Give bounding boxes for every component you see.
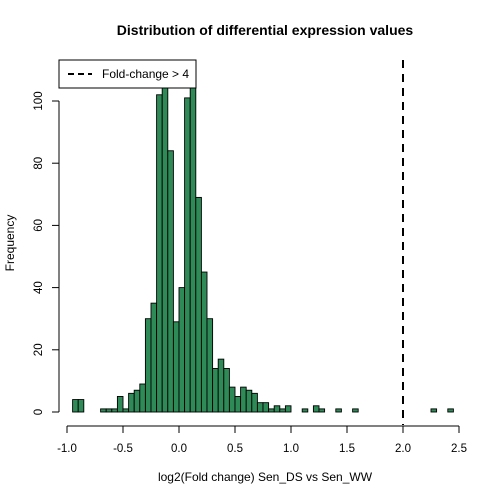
y-tick-label: 80	[33, 157, 45, 170]
histogram-bar	[217, 358, 225, 413]
histogram-bar	[273, 405, 281, 413]
histogram-bar	[335, 408, 342, 413]
histogram-bar	[161, 78, 169, 413]
histogram-bars	[72, 78, 454, 413]
histogram-bar	[318, 408, 326, 413]
legend-entry-label: Fold-change > 4	[102, 67, 189, 81]
histogram-bar	[430, 408, 438, 413]
y-axis: 0 20 40 60 80 100	[33, 91, 60, 415]
histogram-bar	[178, 287, 186, 413]
chart-title: Distribution of differential expression …	[117, 22, 414, 38]
histogram-bar	[184, 97, 191, 413]
histogram-bar	[150, 302, 158, 413]
histogram-bar	[77, 399, 85, 413]
histogram-bar	[256, 402, 264, 413]
histogram-bar	[189, 78, 197, 413]
histogram-bar	[447, 408, 454, 413]
histogram-bar	[279, 408, 286, 413]
histogram-bar	[268, 408, 275, 413]
histogram-bar	[195, 196, 202, 413]
histogram-bar	[167, 150, 174, 413]
histogram-bar	[200, 271, 208, 413]
x-tick-label: 0.5	[227, 443, 243, 455]
histogram-bar	[128, 392, 135, 413]
histogram-bar	[312, 405, 320, 413]
histogram-bar	[72, 399, 79, 413]
histogram-bar	[352, 408, 359, 413]
y-axis-label: Frequency	[3, 215, 17, 272]
histogram-bar	[223, 368, 230, 413]
histogram-bar	[116, 396, 124, 413]
histogram-bar	[133, 389, 141, 413]
x-tick-label: -0.5	[113, 443, 133, 455]
histogram-bar	[139, 383, 146, 413]
histogram-bar	[234, 396, 242, 413]
histogram-bar	[172, 321, 180, 413]
histogram-bar	[105, 408, 113, 413]
x-axis-label: log2(Fold change) Sen_DS vs Sen_WW	[158, 470, 373, 484]
x-tick-label: 1.5	[339, 443, 355, 455]
x-axis: -1.0 -0.5 0.0 0.5 1.0 1.5 2.0 2.5	[57, 425, 467, 455]
histogram-bar	[262, 402, 270, 413]
histogram-bar	[245, 389, 253, 413]
histogram-bar	[156, 94, 163, 413]
x-tick-label: 1.0	[283, 443, 299, 455]
x-tick-label: -1.0	[57, 443, 77, 455]
legend-box	[58, 59, 197, 89]
histogram-bar	[228, 386, 236, 413]
y-tick-label: 100	[33, 91, 45, 110]
x-tick-label: 2.0	[395, 443, 411, 455]
histogram-bar	[111, 408, 118, 413]
histogram-bar	[100, 408, 107, 413]
x-tick-label: 0.0	[171, 443, 187, 455]
histogram-bar	[301, 408, 309, 413]
histogram-bar	[144, 318, 152, 413]
histogram-bar	[251, 392, 258, 413]
histogram-bar	[206, 318, 214, 413]
y-tick-label: 0	[33, 409, 45, 415]
x-tick-label: 2.5	[451, 443, 467, 455]
histogram-bar	[122, 408, 130, 413]
y-tick-label: 60	[33, 219, 45, 232]
histogram-bar	[240, 386, 247, 413]
histogram-bar	[212, 368, 219, 413]
histogram-bar	[284, 405, 292, 413]
legend: Fold-change > 4	[58, 59, 197, 89]
y-tick-label: 40	[33, 281, 45, 294]
y-tick-label: 20	[33, 343, 45, 356]
